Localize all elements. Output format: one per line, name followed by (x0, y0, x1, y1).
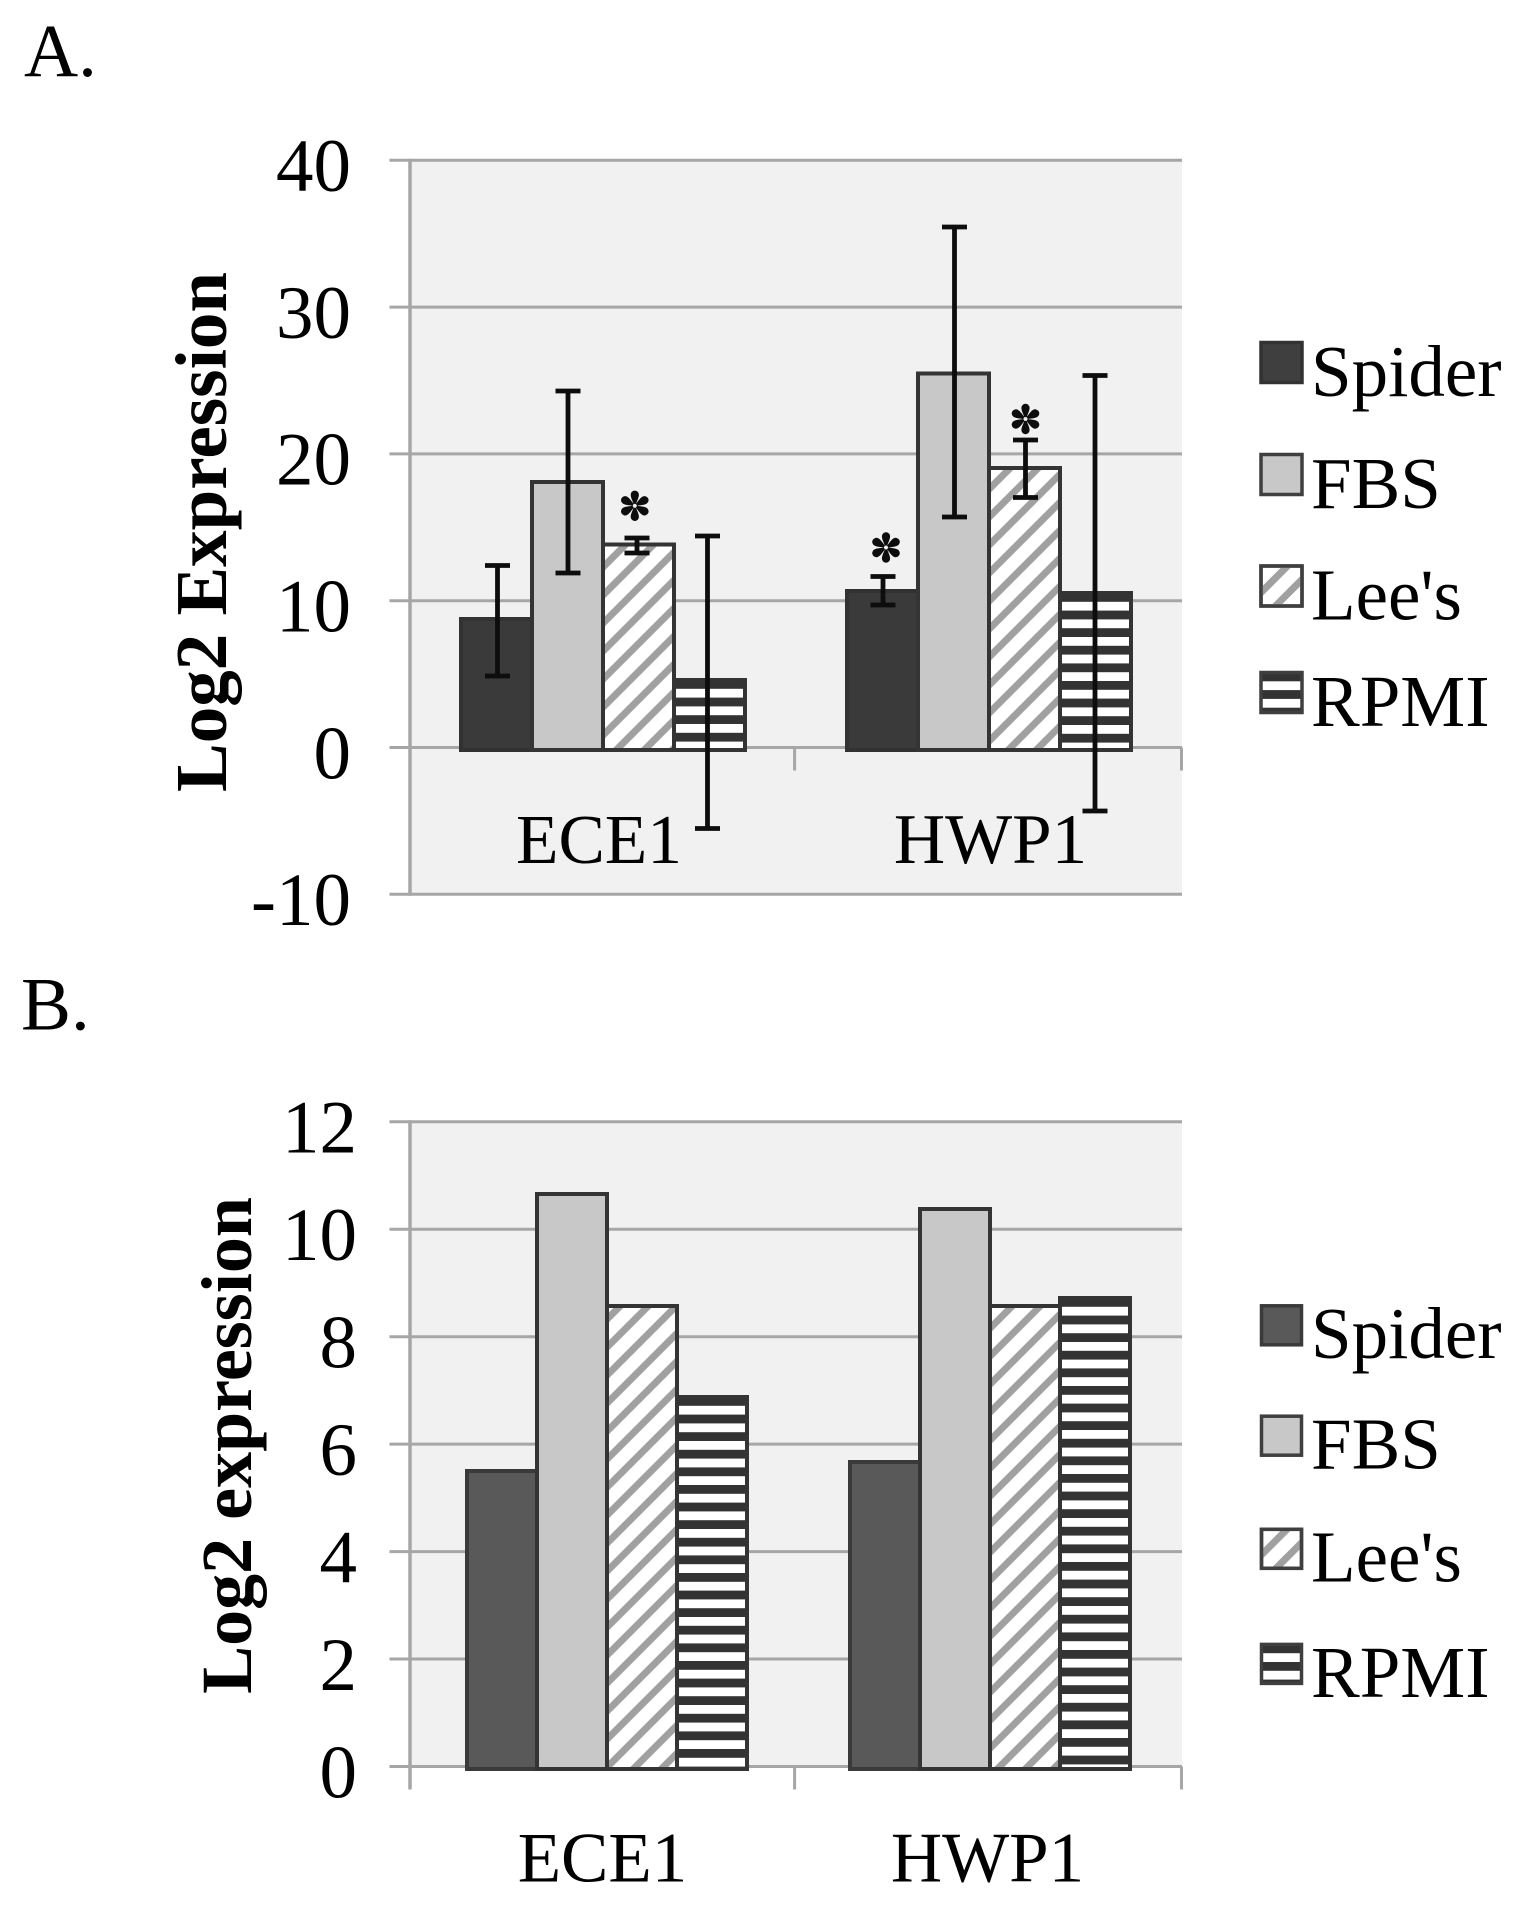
svg-text:FBS: FBS (1311, 1404, 1441, 1485)
svg-text:10: 10 (282, 1194, 357, 1277)
svg-text:RPMI: RPMI (1311, 1632, 1490, 1713)
svg-text:4: 4 (320, 1516, 358, 1599)
svg-text:Lee's: Lee's (1311, 1517, 1462, 1598)
svg-text:Spider: Spider (1311, 1293, 1502, 1374)
svg-text:6: 6 (320, 1409, 358, 1492)
svg-text:2: 2 (320, 1624, 358, 1707)
svg-text:FBS: FBS (1311, 443, 1441, 524)
svg-text:12: 12 (282, 1087, 357, 1170)
svg-text:Log2 Expression: Log2 Expression (161, 272, 242, 792)
svg-text:-10: -10 (251, 859, 351, 942)
svg-text:30: 30 (276, 272, 351, 355)
svg-text:HWP1: HWP1 (891, 1819, 1084, 1897)
svg-text:Log2 expression: Log2 expression (187, 1197, 267, 1694)
svg-text:ECE1: ECE1 (516, 802, 682, 879)
svg-text:HWP1: HWP1 (894, 801, 1087, 879)
svg-text:40: 40 (276, 125, 351, 208)
svg-text:A.: A. (24, 10, 97, 93)
svg-text:20: 20 (276, 419, 351, 502)
svg-text:10: 10 (276, 566, 351, 649)
svg-text:8: 8 (320, 1302, 358, 1385)
svg-text:0: 0 (314, 712, 352, 795)
svg-text:RPMI: RPMI (1311, 661, 1490, 742)
svg-text:Lee's: Lee's (1311, 555, 1462, 636)
svg-text:Spider: Spider (1311, 331, 1502, 412)
svg-text:0: 0 (320, 1731, 358, 1814)
svg-text:ECE1: ECE1 (518, 1819, 688, 1897)
svg-text:B.: B. (21, 964, 90, 1047)
